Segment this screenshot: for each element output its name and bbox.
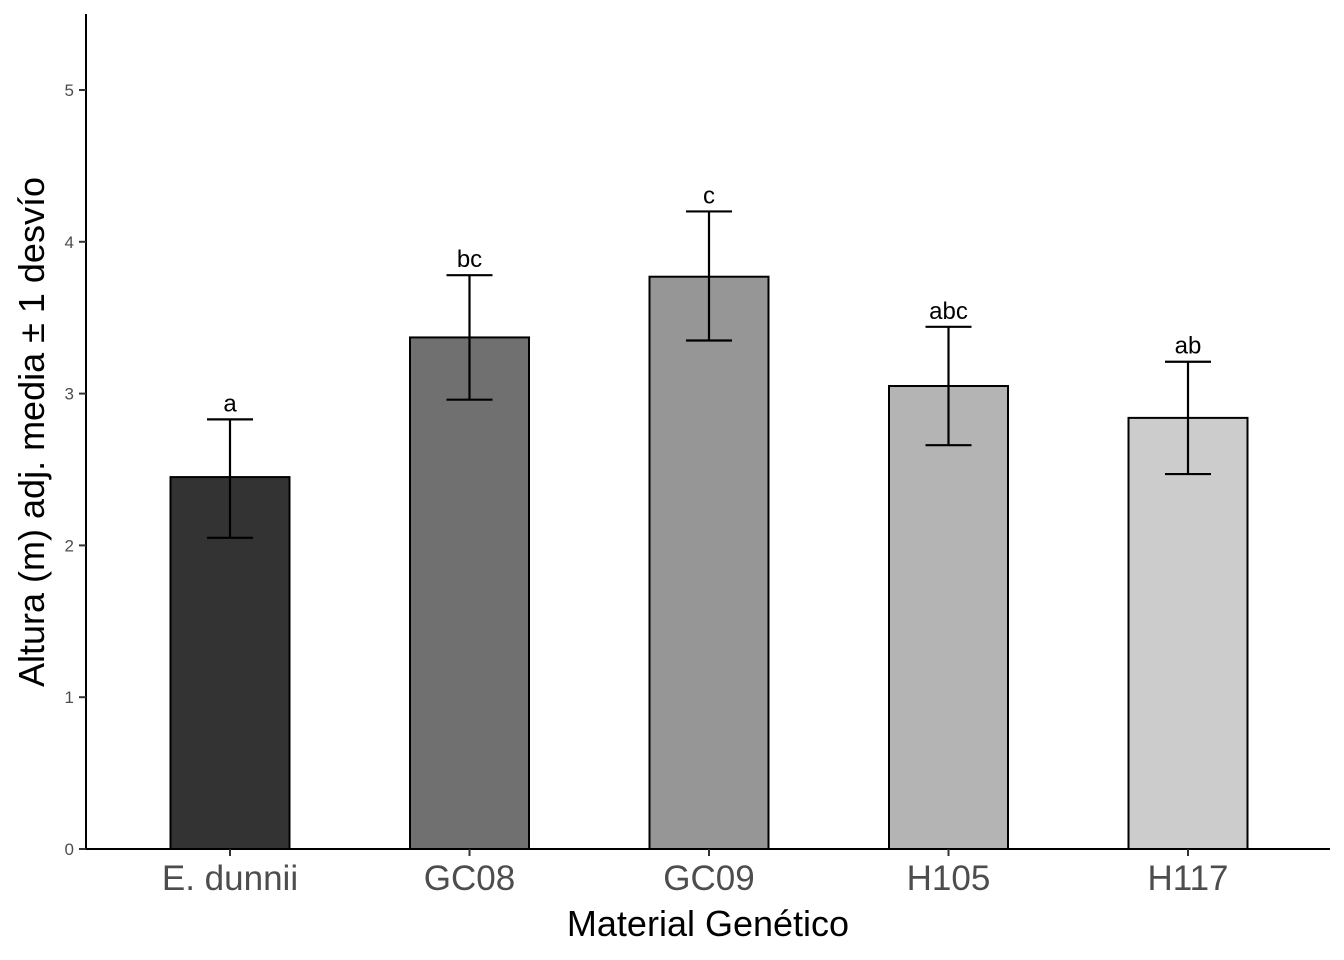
error-bar <box>446 274 493 401</box>
x-axis-title: Material Genético <box>567 903 849 944</box>
significance-label: a <box>223 390 237 417</box>
y-tick-label: 1 <box>65 688 74 707</box>
x-tick-label: E. dunnii <box>162 859 298 898</box>
significance-label: bc <box>457 246 482 273</box>
significance-label: ab <box>1175 333 1202 360</box>
x-tick-label: H105 <box>907 859 991 898</box>
bar-e-dunnii <box>169 476 291 850</box>
bars-layer <box>169 275 1249 850</box>
bar-h117 <box>1127 416 1249 850</box>
y-tick-label: 5 <box>65 81 74 100</box>
axes-layer: 0 1 2 3 4 5 E. dunnii GC08 GC09 H105 H117 <box>65 14 1330 898</box>
y-axis-title: Altura (m) adj. media ± 1 desvío <box>11 177 52 687</box>
y-tick-label: 4 <box>65 233 74 252</box>
significance-label: abc <box>929 298 968 325</box>
y-tick-label: 2 <box>65 536 74 555</box>
significance-label: c <box>703 182 715 209</box>
bar-h105 <box>888 385 1009 850</box>
error-bar <box>1165 360 1211 476</box>
x-tick-label: H117 <box>1147 859 1228 898</box>
error-bars-layer <box>207 210 1211 539</box>
error-bar <box>925 325 972 447</box>
x-tick-label: GC09 <box>663 859 754 898</box>
y-tick-label: 0 <box>65 840 74 859</box>
bar-gc09 <box>648 275 770 850</box>
error-bar <box>686 210 732 342</box>
error-bar <box>207 418 253 539</box>
bar-gc08 <box>409 336 530 850</box>
y-tick-label: 3 <box>65 385 74 404</box>
x-tick-label: GC08 <box>424 859 515 898</box>
